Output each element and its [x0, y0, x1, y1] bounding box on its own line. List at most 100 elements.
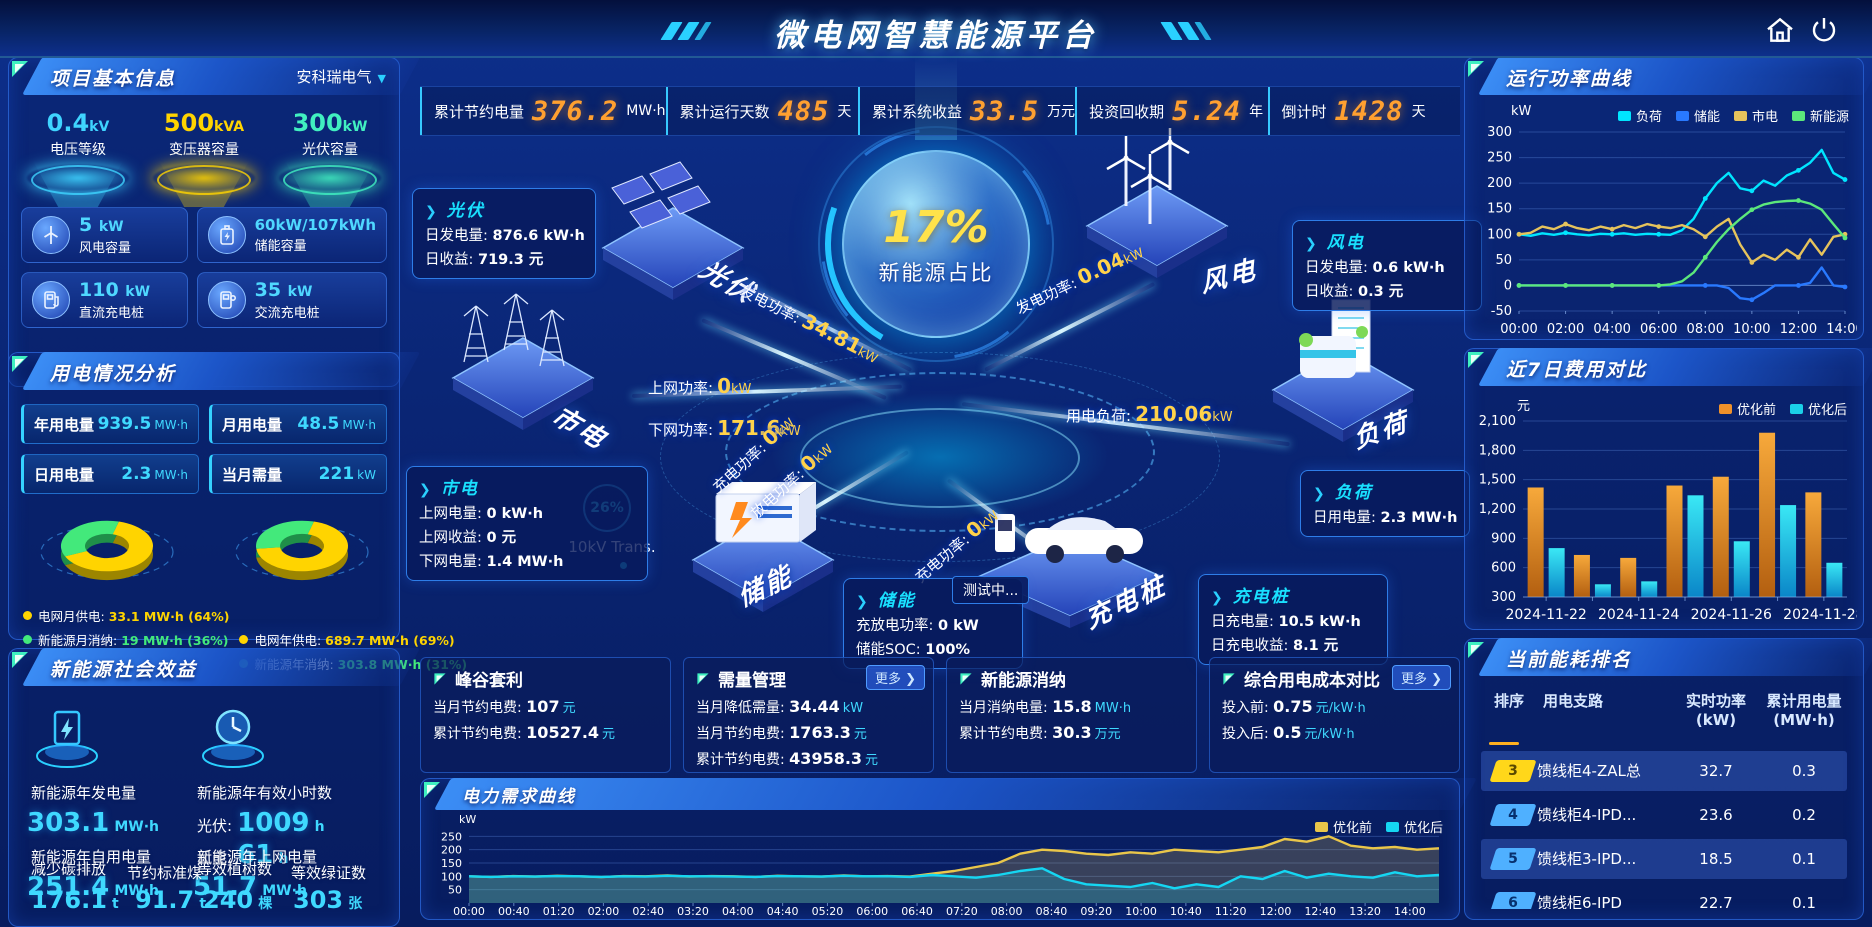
card-label: 交流充电桩 [254, 306, 320, 321]
benefit-label: 减少碳排放 [31, 860, 107, 878]
svg-text:900: 900 [1491, 531, 1516, 546]
svg-text:02:00: 02:00 [1547, 322, 1584, 337]
rank-scroll-indicator [1489, 741, 1519, 745]
benefit-value: 176.1 t [31, 886, 119, 914]
platform-ring-mid [725, 372, 1155, 532]
topbar-stat-unit: MW·h [626, 103, 666, 119]
podium-value: 0.4kV [46, 109, 110, 137]
power-icon[interactable] [1808, 14, 1840, 46]
podium-label: 电压等级 [50, 142, 106, 158]
card-value: 110 kW [79, 279, 151, 301]
device-storage [688, 462, 838, 618]
mini-panel-row: 当月消纳电量: 15.8 MW·h [959, 697, 1132, 716]
usage-stat-label: 月用电量 [222, 415, 283, 434]
more-button[interactable]: 更多 ❯ [865, 665, 925, 690]
card-text: 60kW/107kWh 储能容量 [255, 216, 376, 254]
branch-name: 馈线柜6-IPD [1537, 894, 1622, 909]
benefit-sub-value: 光伏: 1009 h [197, 808, 325, 838]
mini-panel-title: 新能源消纳 [959, 666, 1184, 691]
info-box-title: ❯ 风电 [1305, 233, 1365, 253]
svg-text:12:00: 12:00 [1780, 322, 1817, 337]
cost-compare-chart: 300 600 900 1,200 1,500 1,800 2,100 2024-11-22 2… [1479, 414, 1857, 623]
mini-panel: 需量管理 更多 ❯ 当月降低需量: 34.44 kW 当月节约电费: 1763.3 元累计… [683, 657, 934, 773]
info-box-title: ❯ 负荷 [1313, 483, 1373, 503]
table-row[interactable]: 3 馈线柜4-ZAL总 32.7 0.3 [1481, 750, 1847, 791]
card-text: 5 kW 风电容量 [79, 214, 131, 256]
info-box-row: 上网收益: 0 元 [419, 530, 517, 546]
svg-text:00:00: 00:00 [1500, 322, 1537, 337]
panel-title: 用电情况分析 [50, 363, 177, 385]
usage-stat-value: 2.3 [121, 464, 152, 484]
svg-text:250: 250 [1487, 151, 1512, 166]
table-row[interactable]: 6 馈线柜6-IPD 22.7 0.1 [1481, 883, 1847, 909]
usage-stat-valuewrap: 221 kW [319, 464, 376, 484]
device-load [1268, 292, 1418, 448]
gauge-outer-ring [818, 126, 1054, 362]
topbar-stat-value: 376.2 [532, 95, 619, 127]
card-value: 60kW/107kWh [254, 216, 376, 234]
chevron-down-icon: ▼ [377, 72, 386, 85]
donut-legend-item: 电网月供电: 33.1 MW·h (64%) [23, 606, 229, 625]
topbar-stat-unit: 年 [1249, 104, 1264, 120]
page-title: 微电网智慧能源平台 [774, 18, 1098, 54]
table-header: 实时功率 (kW) [1685, 692, 1746, 729]
card-label: 储能容量 [254, 239, 307, 254]
rank-badge: 3 [1489, 759, 1537, 782]
info-box-row: 日用电量: 2.3 MW·h [1313, 510, 1458, 526]
more-button[interactable]: 更多 ❯ [1391, 665, 1451, 690]
svg-text:2024-11-22: 2024-11-22 [1505, 607, 1586, 623]
demand-curve-panel: 电力需求曲线 kW 优化前 优化后 50 100 150 200 250 00:00 00:4… [420, 778, 1478, 920]
table-row[interactable]: 4 馈线柜4-IPD... 23.6 0.2 [1481, 795, 1847, 835]
supply-donut-chart [213, 498, 391, 606]
mini-panel: 综合用电成本对比 更多 ❯ 投入前: 0.75 元/kW·h 投入后: 0.5 元/kW·… [1209, 657, 1460, 773]
gauge-arc-decoration [820, 128, 1052, 360]
capacity-podium: 0.4kV 电压等级 [19, 109, 137, 207]
company-selector[interactable]: 安科瑞电气 ▼ [296, 68, 386, 86]
chart-legend-item: 优化前 [1314, 817, 1372, 836]
platform-ring-inner [800, 408, 1080, 508]
topbar-stat-label: 倒计时 [1281, 102, 1327, 121]
table-row[interactable]: 5 馈线柜3-IPD... 18.5 0.1 [1481, 838, 1847, 879]
panel-corner-icon [697, 672, 709, 685]
info-box-row: 日收益: 0.3 元 [1305, 284, 1404, 300]
usage-stat-label: 年用电量 [34, 415, 95, 434]
svg-text:150: 150 [1487, 202, 1512, 217]
topbar-stat-unit: 天 [1411, 104, 1426, 120]
svg-text:200: 200 [1487, 176, 1512, 191]
total-energy: 0.1 [1792, 893, 1816, 909]
mini-panel-row: 当月节约电费: 1763.3 元 [696, 723, 867, 742]
usage-stat: 月用电量 48.5 MW·h [209, 404, 387, 444]
topbar-stat-value: 485 [777, 95, 830, 127]
usage-stat-unit: MW·h [154, 418, 188, 432]
info-box-row: 上网电量: 0 kW·h [419, 506, 544, 522]
usage-stat: 当月需量 221 kW [209, 454, 387, 494]
topbar-stat-value: 5.24 [1172, 95, 1242, 127]
mini-panel-title: 综合用电成本对比 [1222, 666, 1447, 691]
storage-testing-tag: 测试中... [952, 576, 1030, 604]
svg-text:08:00: 08:00 [991, 905, 1023, 918]
flow-label: 下网功率: 171.6kW [648, 416, 801, 440]
legend-dot [23, 635, 32, 644]
info-box-row: 日充电量: 10.5 kW·h [1211, 614, 1361, 630]
capacity-podium: 500kVA 变压器容量 [145, 109, 263, 207]
mini-panel-row: 当月节约电费: 107 元 [433, 697, 576, 716]
chevron-right-icon: ❯ [425, 204, 439, 220]
svg-text:06:00: 06:00 [1640, 322, 1677, 337]
svg-text:150: 150 [441, 857, 462, 870]
home-icon[interactable] [1764, 14, 1796, 46]
chart-legend-item: 优化前 [1718, 399, 1776, 418]
svg-text:02:00: 02:00 [588, 905, 620, 918]
topbar-stat-unit: 天 [837, 104, 852, 120]
svg-text:-50: -50 [1491, 304, 1512, 319]
chart-legend-item: 新能源 [1791, 106, 1849, 125]
generation-icon [33, 700, 101, 772]
kpi-stats-bar: 累计节约电量 376.2 MW·h 累计运行天数 485 天 累计系统收益 33.5 万元 投资回… [420, 86, 1460, 136]
svg-text:250: 250 [441, 830, 462, 843]
rank-badge: 4 [1489, 803, 1537, 826]
panel-title: 电力需求曲线 [462, 787, 576, 807]
svg-text:02:40: 02:40 [632, 905, 664, 918]
podium-value: 300kW [292, 109, 368, 137]
podium-value: 500kVA [163, 109, 245, 137]
svg-text:10:40: 10:40 [1170, 905, 1202, 918]
